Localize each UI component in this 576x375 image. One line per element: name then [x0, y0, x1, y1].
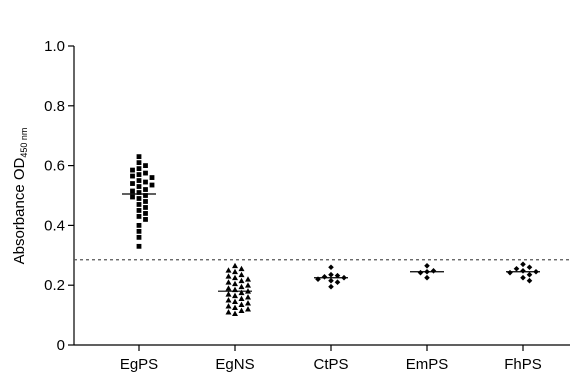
data-point — [136, 154, 142, 160]
data-point — [232, 292, 238, 299]
data-point — [232, 298, 238, 305]
data-point — [130, 167, 135, 173]
data-point — [136, 160, 142, 166]
data-point — [136, 228, 142, 234]
data-point — [245, 294, 251, 300]
y-tick-label: 0 — [57, 337, 65, 354]
data-point — [225, 309, 232, 315]
data-point — [238, 301, 245, 308]
x-axis: EgPS EgNS CtPS EmPS FhPS — [74, 344, 570, 373]
data-point — [225, 291, 232, 297]
data-point — [225, 279, 232, 285]
data-point — [430, 268, 437, 274]
data-point — [238, 271, 245, 278]
data-point — [245, 300, 251, 306]
data-point — [238, 307, 245, 314]
data-point — [232, 304, 238, 311]
data-point — [507, 269, 513, 276]
data-point — [130, 194, 135, 200]
y-tick-label: 1.0 — [44, 38, 65, 55]
x-tick-label: FhPS — [504, 356, 542, 373]
data-point — [328, 264, 334, 271]
data-point — [136, 166, 142, 171]
data-point — [130, 173, 135, 179]
data-point — [149, 182, 155, 188]
data-point — [238, 295, 245, 302]
data-point — [225, 285, 232, 291]
x-tick-label: CtPS — [313, 356, 348, 373]
data-point — [238, 289, 245, 296]
data-point — [149, 175, 155, 180]
data-point — [520, 261, 526, 268]
y-tick-label: 0.8 — [44, 98, 65, 115]
data-point — [136, 172, 142, 177]
data-point — [334, 272, 341, 279]
data-point — [225, 303, 232, 309]
data-point — [130, 188, 135, 194]
x-tick-label: EgPS — [120, 356, 158, 373]
data-point — [143, 193, 148, 198]
data-point — [143, 163, 148, 168]
y-tick-label: 0.4 — [44, 217, 65, 234]
data-point — [526, 277, 533, 284]
data-point — [136, 208, 142, 213]
data-point — [143, 199, 148, 204]
data-point — [321, 274, 328, 280]
data-point — [225, 267, 232, 273]
data-point — [334, 279, 341, 286]
data-point — [143, 170, 148, 176]
data-point — [232, 274, 238, 281]
data-point — [245, 282, 251, 288]
y-axis-label: Absorbance OD450 nm — [11, 128, 29, 265]
y-tick-label: 0.6 — [44, 158, 65, 175]
data-point — [245, 276, 251, 282]
data-point — [136, 234, 142, 240]
data-point — [520, 274, 526, 281]
x-tick-label: EmPS — [406, 356, 449, 373]
data-point — [526, 271, 533, 278]
y-axis-label-subscript: 450 nm — [19, 128, 29, 158]
data-point — [232, 268, 238, 275]
y-axis-label-main: Absorbance OD — [11, 157, 28, 264]
data-point — [136, 184, 142, 189]
mean-lines — [122, 193, 540, 292]
data-point — [143, 211, 148, 216]
data-point — [424, 274, 430, 281]
data-point — [143, 179, 148, 185]
data-point — [238, 265, 245, 272]
data-point — [328, 283, 334, 290]
data-point — [136, 214, 142, 219]
data-point — [232, 280, 238, 287]
data-point — [130, 181, 135, 186]
data-point — [232, 310, 238, 317]
y-tick-label: 0.2 — [44, 277, 65, 294]
data-point — [136, 243, 142, 249]
data-point — [238, 283, 245, 290]
data-point — [143, 217, 148, 222]
data-point — [136, 196, 142, 201]
data-point — [513, 265, 520, 272]
data-point — [417, 269, 424, 276]
data-point — [136, 178, 142, 183]
data-point — [238, 277, 245, 284]
data-point — [136, 223, 142, 228]
y-axis: 0 0.2 0.4 0.6 0.8 1.0 — [44, 38, 75, 354]
data-point — [424, 262, 430, 269]
data-points — [130, 154, 539, 317]
data-point — [136, 190, 142, 195]
data-point — [143, 205, 148, 210]
data-point — [232, 262, 238, 269]
data-point — [328, 271, 334, 278]
data-point — [520, 268, 526, 274]
data-point — [136, 202, 142, 207]
x-tick-label: EgNS — [215, 356, 254, 373]
data-point — [245, 306, 251, 312]
data-point — [526, 264, 533, 271]
data-point — [225, 297, 232, 303]
data-point — [225, 273, 232, 279]
data-point — [328, 277, 334, 284]
data-point — [143, 187, 148, 192]
